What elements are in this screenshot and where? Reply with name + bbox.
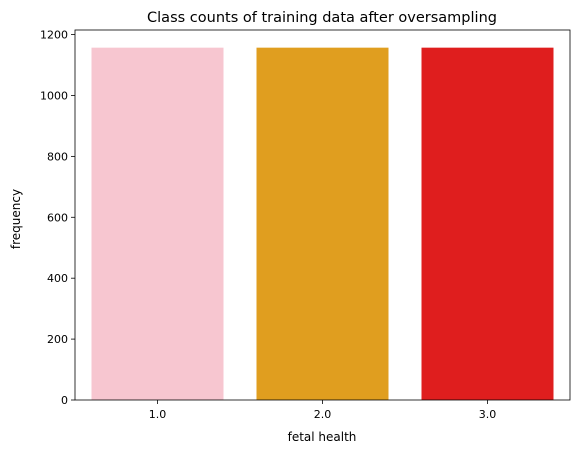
y-tick-label: 0 — [61, 394, 68, 407]
y-tick-label: 200 — [47, 333, 68, 346]
y-tick-label: 1000 — [40, 89, 68, 102]
x-tick-label: 1.0 — [149, 408, 167, 421]
y-tick-label: 600 — [47, 211, 68, 224]
chart-title: Class counts of training data after over… — [147, 10, 497, 26]
axes-layer: 1.0 2.0 3.0 0 200 400 600 800 1000 1200 — [40, 29, 571, 421]
x-tick-label: 2.0 — [314, 408, 332, 421]
plot-frame — [74, 29, 571, 401]
y-tick-label: 800 — [47, 150, 68, 163]
x-axis-label: fetal health — [288, 430, 357, 444]
bars-layer — [91, 47, 554, 401]
y-tick-label: 1200 — [40, 29, 68, 42]
bar-3.0 — [421, 47, 554, 401]
bar-2.0 — [256, 47, 389, 401]
x-tick-label: 3.0 — [479, 408, 497, 421]
y-tick-label: 400 — [47, 272, 68, 285]
y-axis-label: frequency — [9, 189, 23, 249]
bar-1.0 — [91, 47, 224, 401]
